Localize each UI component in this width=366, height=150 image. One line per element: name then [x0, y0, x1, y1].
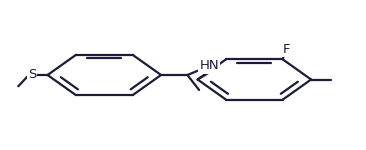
- Text: S: S: [28, 69, 36, 81]
- Text: F: F: [283, 43, 290, 56]
- Text: HN: HN: [199, 60, 219, 72]
